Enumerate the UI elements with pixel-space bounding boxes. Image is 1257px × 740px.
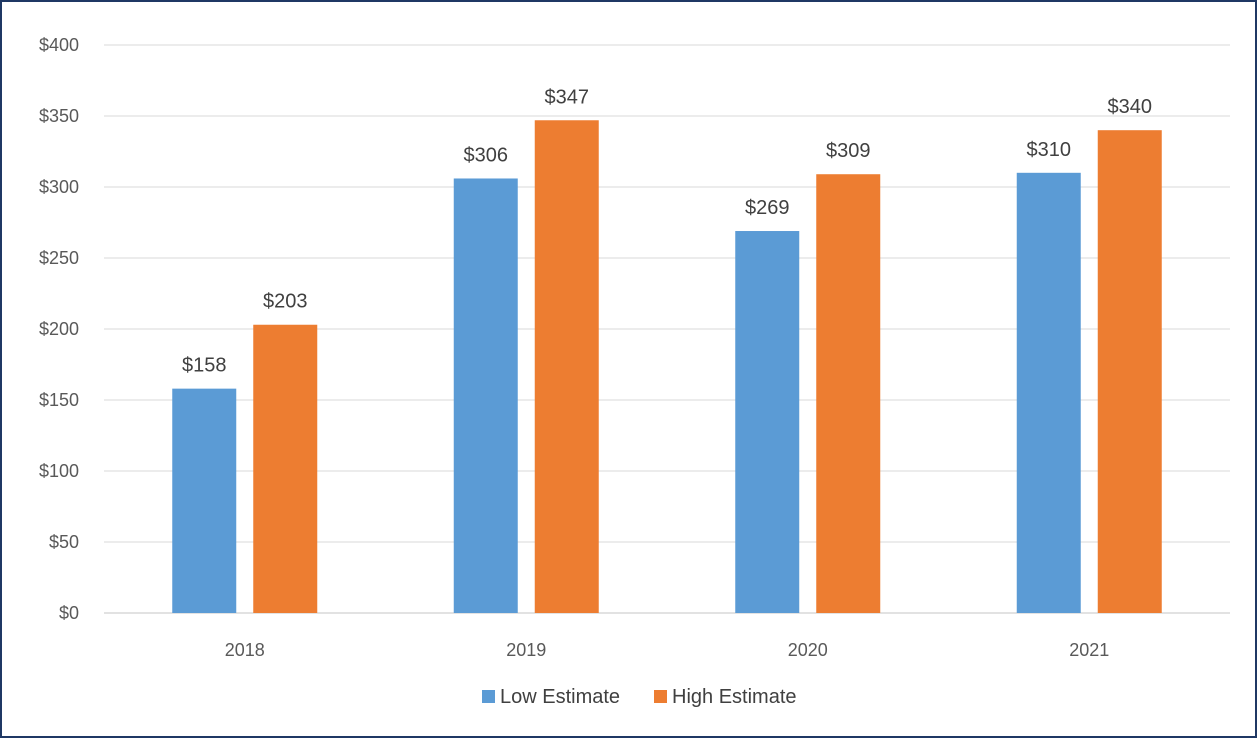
bar bbox=[816, 174, 881, 613]
x-tick-label: 2021 bbox=[1069, 640, 1109, 660]
data-label: $203 bbox=[263, 291, 308, 313]
data-label: $340 bbox=[1108, 96, 1153, 118]
legend-label: Low Estimate bbox=[500, 686, 620, 708]
data-label: $306 bbox=[464, 144, 509, 166]
bar bbox=[172, 388, 237, 613]
x-tick-label: 2018 bbox=[225, 640, 265, 660]
x-tick-label: 2019 bbox=[506, 640, 546, 660]
legend-swatch bbox=[654, 690, 667, 703]
data-label: $347 bbox=[545, 86, 590, 108]
y-tick-label: $200 bbox=[39, 319, 79, 339]
y-tick-label: $100 bbox=[39, 461, 79, 481]
bar bbox=[1097, 130, 1162, 613]
data-label: $269 bbox=[745, 197, 790, 219]
y-tick-label: $250 bbox=[39, 248, 79, 268]
legend-label: High Estimate bbox=[672, 686, 797, 708]
bar bbox=[453, 178, 518, 614]
y-tick-label: $300 bbox=[39, 177, 79, 197]
data-label: $310 bbox=[1027, 139, 1072, 161]
bar bbox=[1016, 172, 1081, 614]
data-label: $158 bbox=[182, 355, 227, 377]
bar bbox=[534, 120, 599, 613]
x-tick-label: 2020 bbox=[788, 640, 828, 660]
y-tick-label: $350 bbox=[39, 106, 79, 126]
y-tick-label: $150 bbox=[39, 390, 79, 410]
bar bbox=[735, 231, 800, 613]
y-tick-label: $400 bbox=[39, 35, 79, 55]
data-label: $309 bbox=[826, 140, 871, 162]
y-tick-label: $0 bbox=[59, 603, 79, 623]
legend-swatch bbox=[482, 690, 495, 703]
y-tick-label: $50 bbox=[49, 532, 79, 552]
bar bbox=[253, 324, 318, 613]
